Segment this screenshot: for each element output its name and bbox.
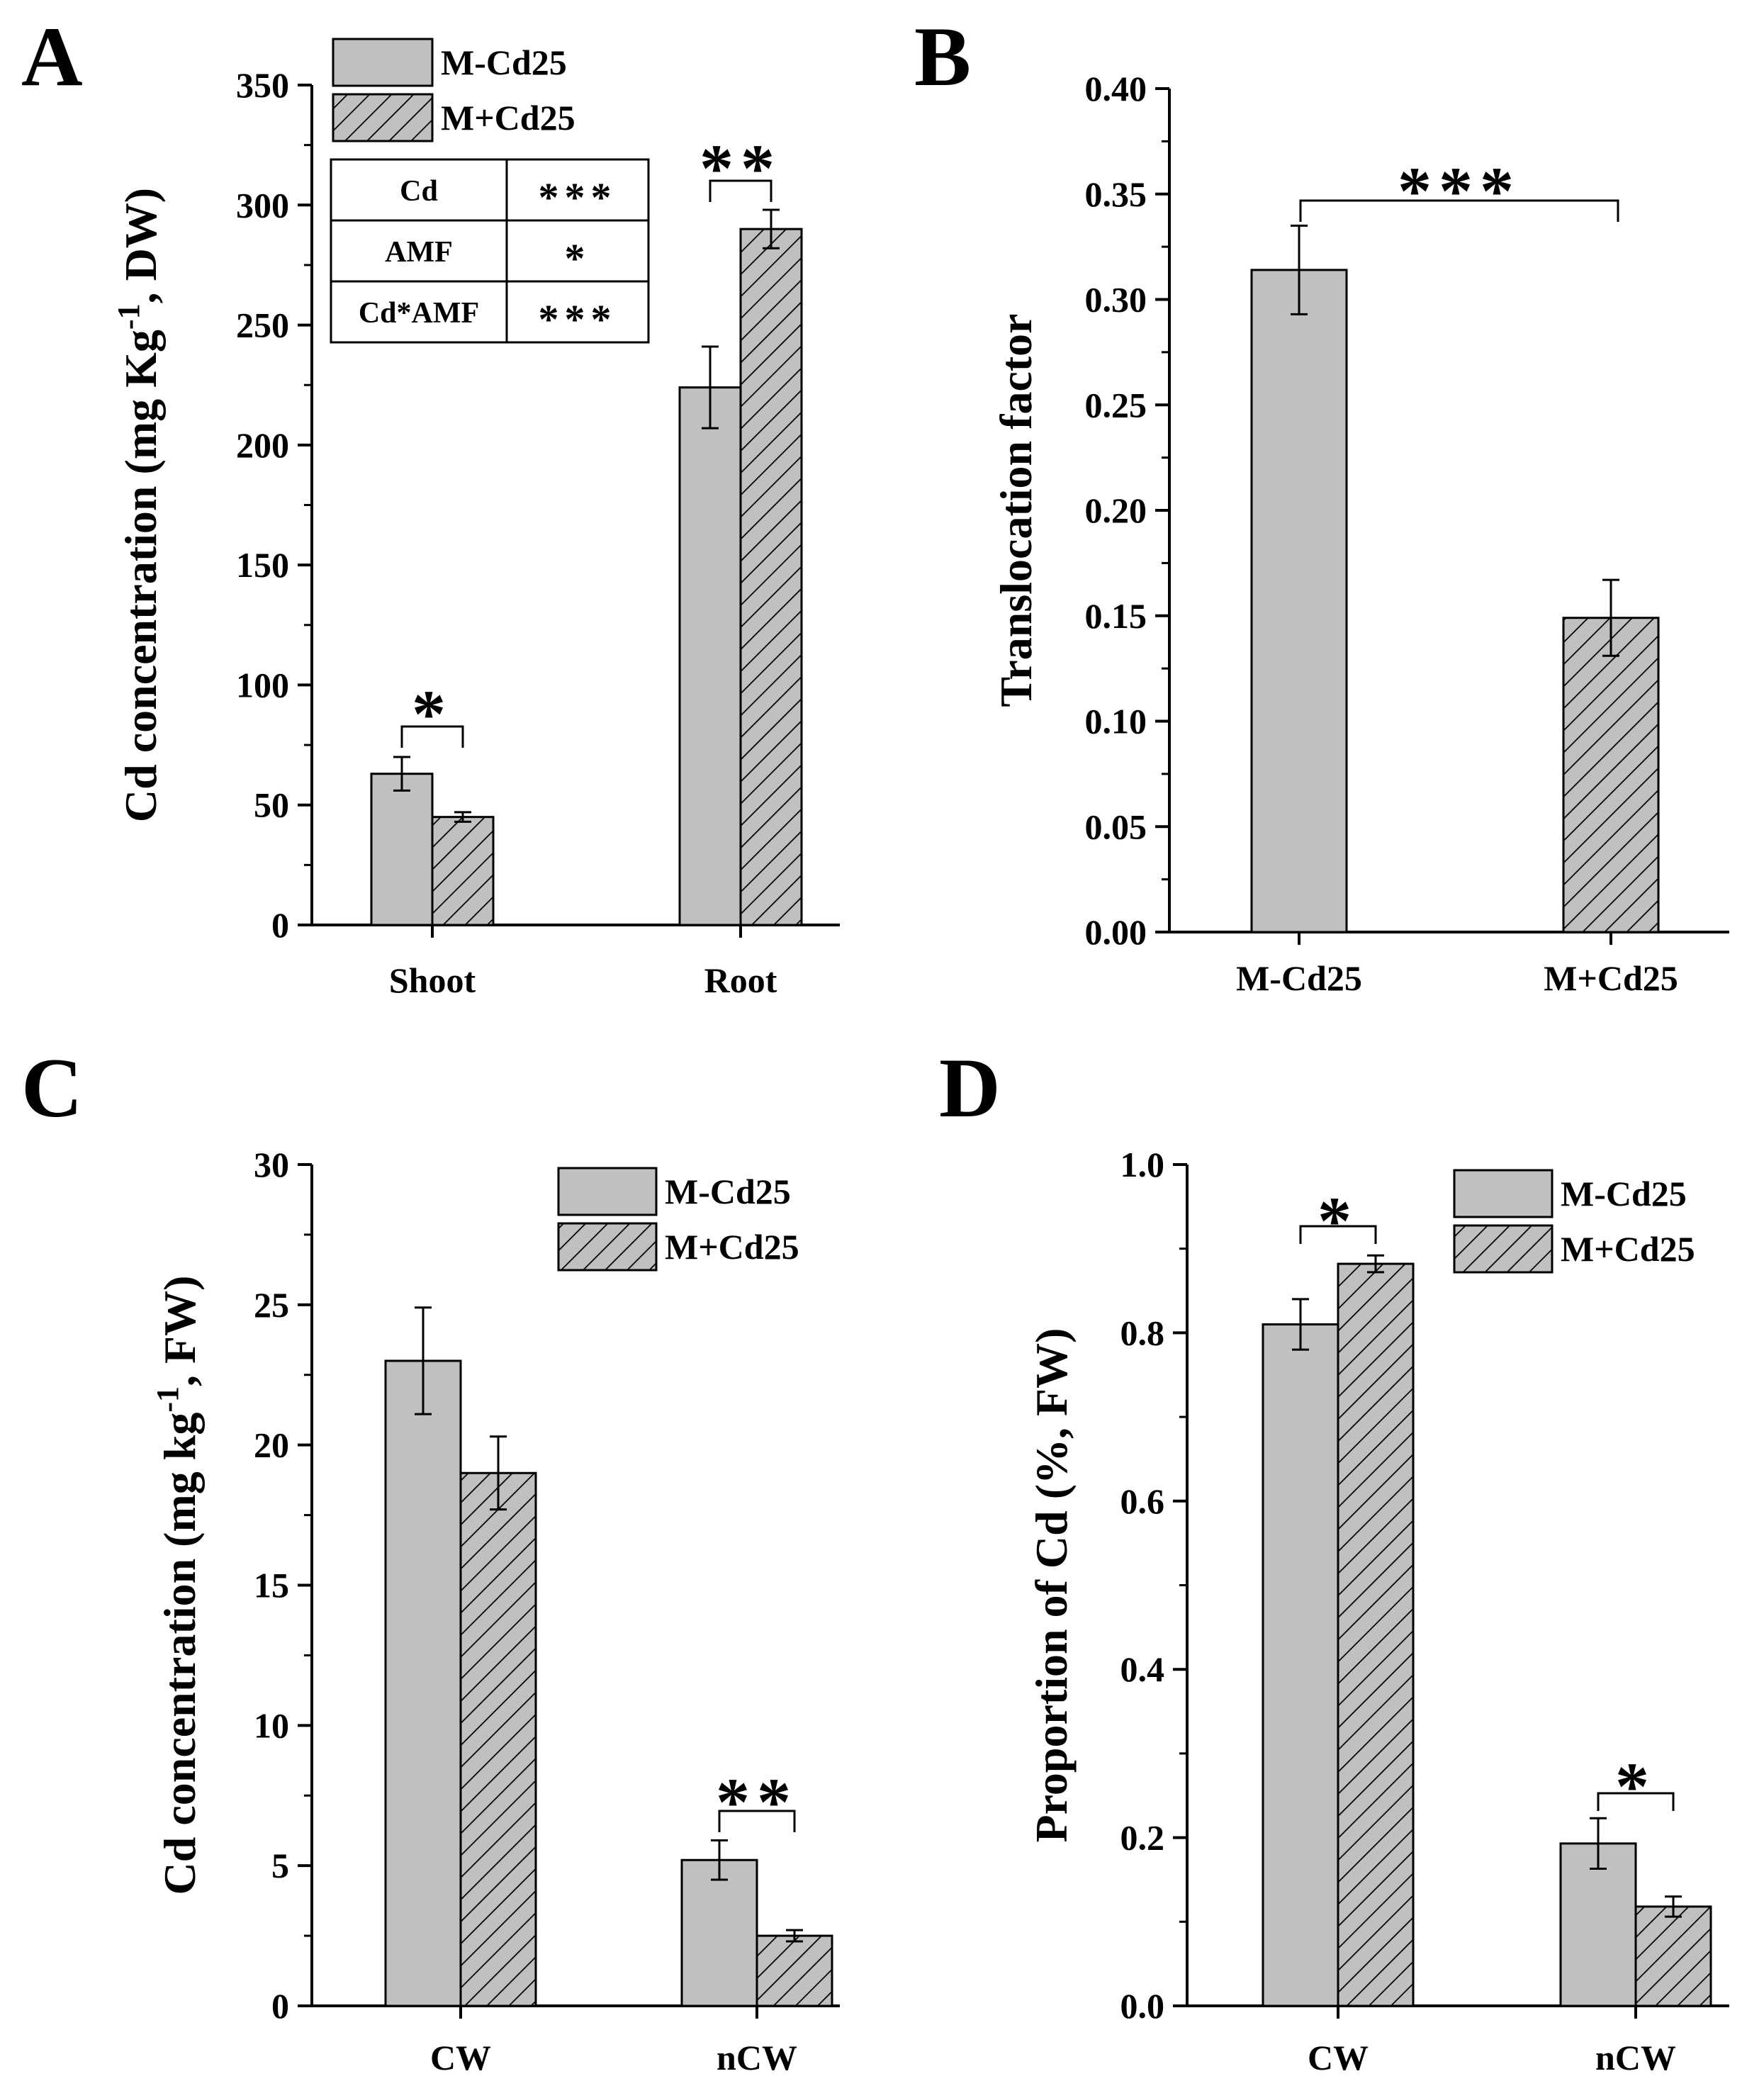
anova-significance: *** — [539, 296, 617, 342]
anova-factor: Cd — [400, 175, 438, 208]
y-tick-label: 10 — [254, 1705, 289, 1745]
y-tick-label: 250 — [236, 305, 289, 345]
y-tick-label: 350 — [236, 65, 289, 105]
y-tick-label: 0.8 — [1120, 1313, 1165, 1352]
y-tick-label: 1.0 — [1120, 1145, 1165, 1184]
significance-label: ** — [700, 130, 782, 206]
y-axis-label: Cd concentration (mg Kg-1, DW) — [111, 188, 167, 822]
legend-label: M+Cd25 — [441, 98, 575, 138]
panel-letter: D — [939, 1040, 1001, 1135]
anova-table-border — [330, 158, 650, 344]
bar-m-cd25-ncw — [1634, 1905, 1712, 2007]
chart-panel-c: C Cd concentration (mg kg-1, FW) 0 5 10 15 20 2… — [21, 1040, 840, 2077]
x-tick-label: Shoot — [389, 960, 476, 1000]
bar-m-cd25-ncw — [680, 1858, 758, 2007]
y-tick-label: 100 — [236, 665, 289, 705]
y-tick-label: 50 — [254, 785, 289, 825]
y-tick-label: 15 — [254, 1566, 289, 1605]
legend-label: M+Cd25 — [1561, 1229, 1695, 1269]
x-tick-label: CW — [430, 2038, 491, 2077]
legend-swatch — [557, 1222, 658, 1272]
legend-label: M-Cd25 — [441, 43, 567, 82]
y-tick-label: 0.30 — [1085, 280, 1147, 320]
y-tick-label: 200 — [236, 425, 289, 465]
bar-m-cd25-cw — [1337, 1262, 1415, 2007]
y-tick-label: 0.05 — [1085, 807, 1147, 846]
legend-label: M-Cd25 — [1561, 1174, 1687, 1213]
legend-label: M+Cd25 — [665, 1227, 799, 1267]
y-tick-label: 0.6 — [1120, 1481, 1165, 1521]
y-axis-label: Translocation factor — [991, 313, 1041, 707]
bar-m-cd25-shoot — [370, 773, 434, 926]
x-tick-label: nCW — [1595, 2038, 1676, 2077]
bar-m-cd25-ncw — [1559, 1842, 1637, 2007]
bar-m-cd25-cw — [384, 1359, 462, 2007]
x-tick-label: CW — [1308, 2038, 1369, 2077]
bar-m-cd25-ncw — [755, 1934, 833, 2007]
bar-series-0-m-cd25 — [1250, 269, 1348, 933]
y-tick-label: 0.4 — [1120, 1649, 1165, 1689]
y-tick-label: 20 — [254, 1425, 289, 1465]
anova-significance: * — [565, 235, 591, 281]
y-tick-label: 0.15 — [1085, 596, 1147, 636]
significance-label: * — [1318, 1183, 1359, 1259]
y-tick-label: 30 — [254, 1145, 289, 1184]
legend-swatch — [1453, 1169, 1554, 1218]
y-tick-label: 0.25 — [1085, 385, 1147, 425]
significance-label: ** — [716, 1764, 798, 1840]
significance-bracket — [718, 1810, 796, 1832]
anova-significance: *** — [539, 174, 617, 220]
bar-m-cd25-root — [739, 228, 803, 926]
x-tick-label: Root — [704, 960, 777, 1000]
y-tick-label: 0 — [271, 1986, 289, 2026]
x-tick-label: M-Cd25 — [1236, 958, 1362, 998]
significance-bracket — [400, 725, 464, 748]
y-tick-label: 5 — [271, 1846, 289, 1885]
y-tick-label: 0.0 — [1120, 1986, 1165, 2026]
y-tick-label: 300 — [236, 185, 289, 225]
y-tick-label: 25 — [254, 1285, 289, 1325]
x-tick-label: M+Cd25 — [1544, 958, 1678, 998]
y-tick-label: 0.40 — [1085, 69, 1147, 108]
chart-panel-a: A Cd concentration (mg Kg-1, DW) 0 50 100 150… — [21, 9, 840, 1000]
legend-swatch — [557, 1167, 658, 1216]
significance-label: * — [1615, 1749, 1656, 1824]
y-tick-label: 0.10 — [1085, 702, 1147, 741]
panel-letter: A — [21, 9, 83, 103]
bar-m-cd25-cw — [459, 1471, 537, 2007]
significance-label: *** — [1398, 153, 1521, 229]
y-tick-label: 0 — [271, 905, 289, 945]
y-axis-label: Cd concentration (mg kg-1, FW) — [150, 1276, 206, 1895]
y-tick-label: 0.35 — [1085, 174, 1147, 214]
anova-factor: AMF — [385, 236, 453, 269]
significance-bracket — [709, 179, 773, 202]
anova-factor: Cd*AMF — [359, 297, 479, 330]
significance-bracket — [1597, 1792, 1675, 1811]
y-tick-label: 150 — [236, 545, 289, 585]
y-tick-label: 0.20 — [1085, 490, 1147, 530]
bar-m-cd25-cw — [1262, 1323, 1339, 2007]
panel-letter: B — [914, 9, 971, 103]
chart-panel-d: D Proportion of Cd (%, FW) 0.0 0.2 0.4 0.6 0.8… — [939, 1040, 1729, 2077]
y-axis-label: Proportion of Cd (%, FW) — [1026, 1328, 1077, 1843]
y-tick-label: 0.00 — [1085, 912, 1147, 952]
significance-bracket — [1299, 199, 1619, 222]
bar-series-1-m-cd25 — [1562, 617, 1660, 933]
legend-swatch — [1453, 1224, 1554, 1274]
y-tick-label: 0.2 — [1120, 1818, 1165, 1858]
panel-letter: C — [21, 1040, 83, 1135]
legend-swatch — [332, 38, 434, 87]
bar-m-cd25-shoot — [431, 816, 495, 926]
significance-label: * — [412, 676, 453, 752]
significance-bracket — [1299, 1225, 1377, 1244]
bar-m-cd25-root — [678, 386, 742, 926]
x-tick-label: nCW — [717, 2038, 797, 2077]
legend-label: M-Cd25 — [665, 1172, 791, 1211]
chart-panel-b: B Translocation factor 0.00 0.05 0.10 0.15 0.2… — [914, 9, 1729, 998]
anova-table: Cd *** AMF * Cd*AMF *** — [330, 158, 650, 344]
legend-swatch — [332, 93, 434, 142]
